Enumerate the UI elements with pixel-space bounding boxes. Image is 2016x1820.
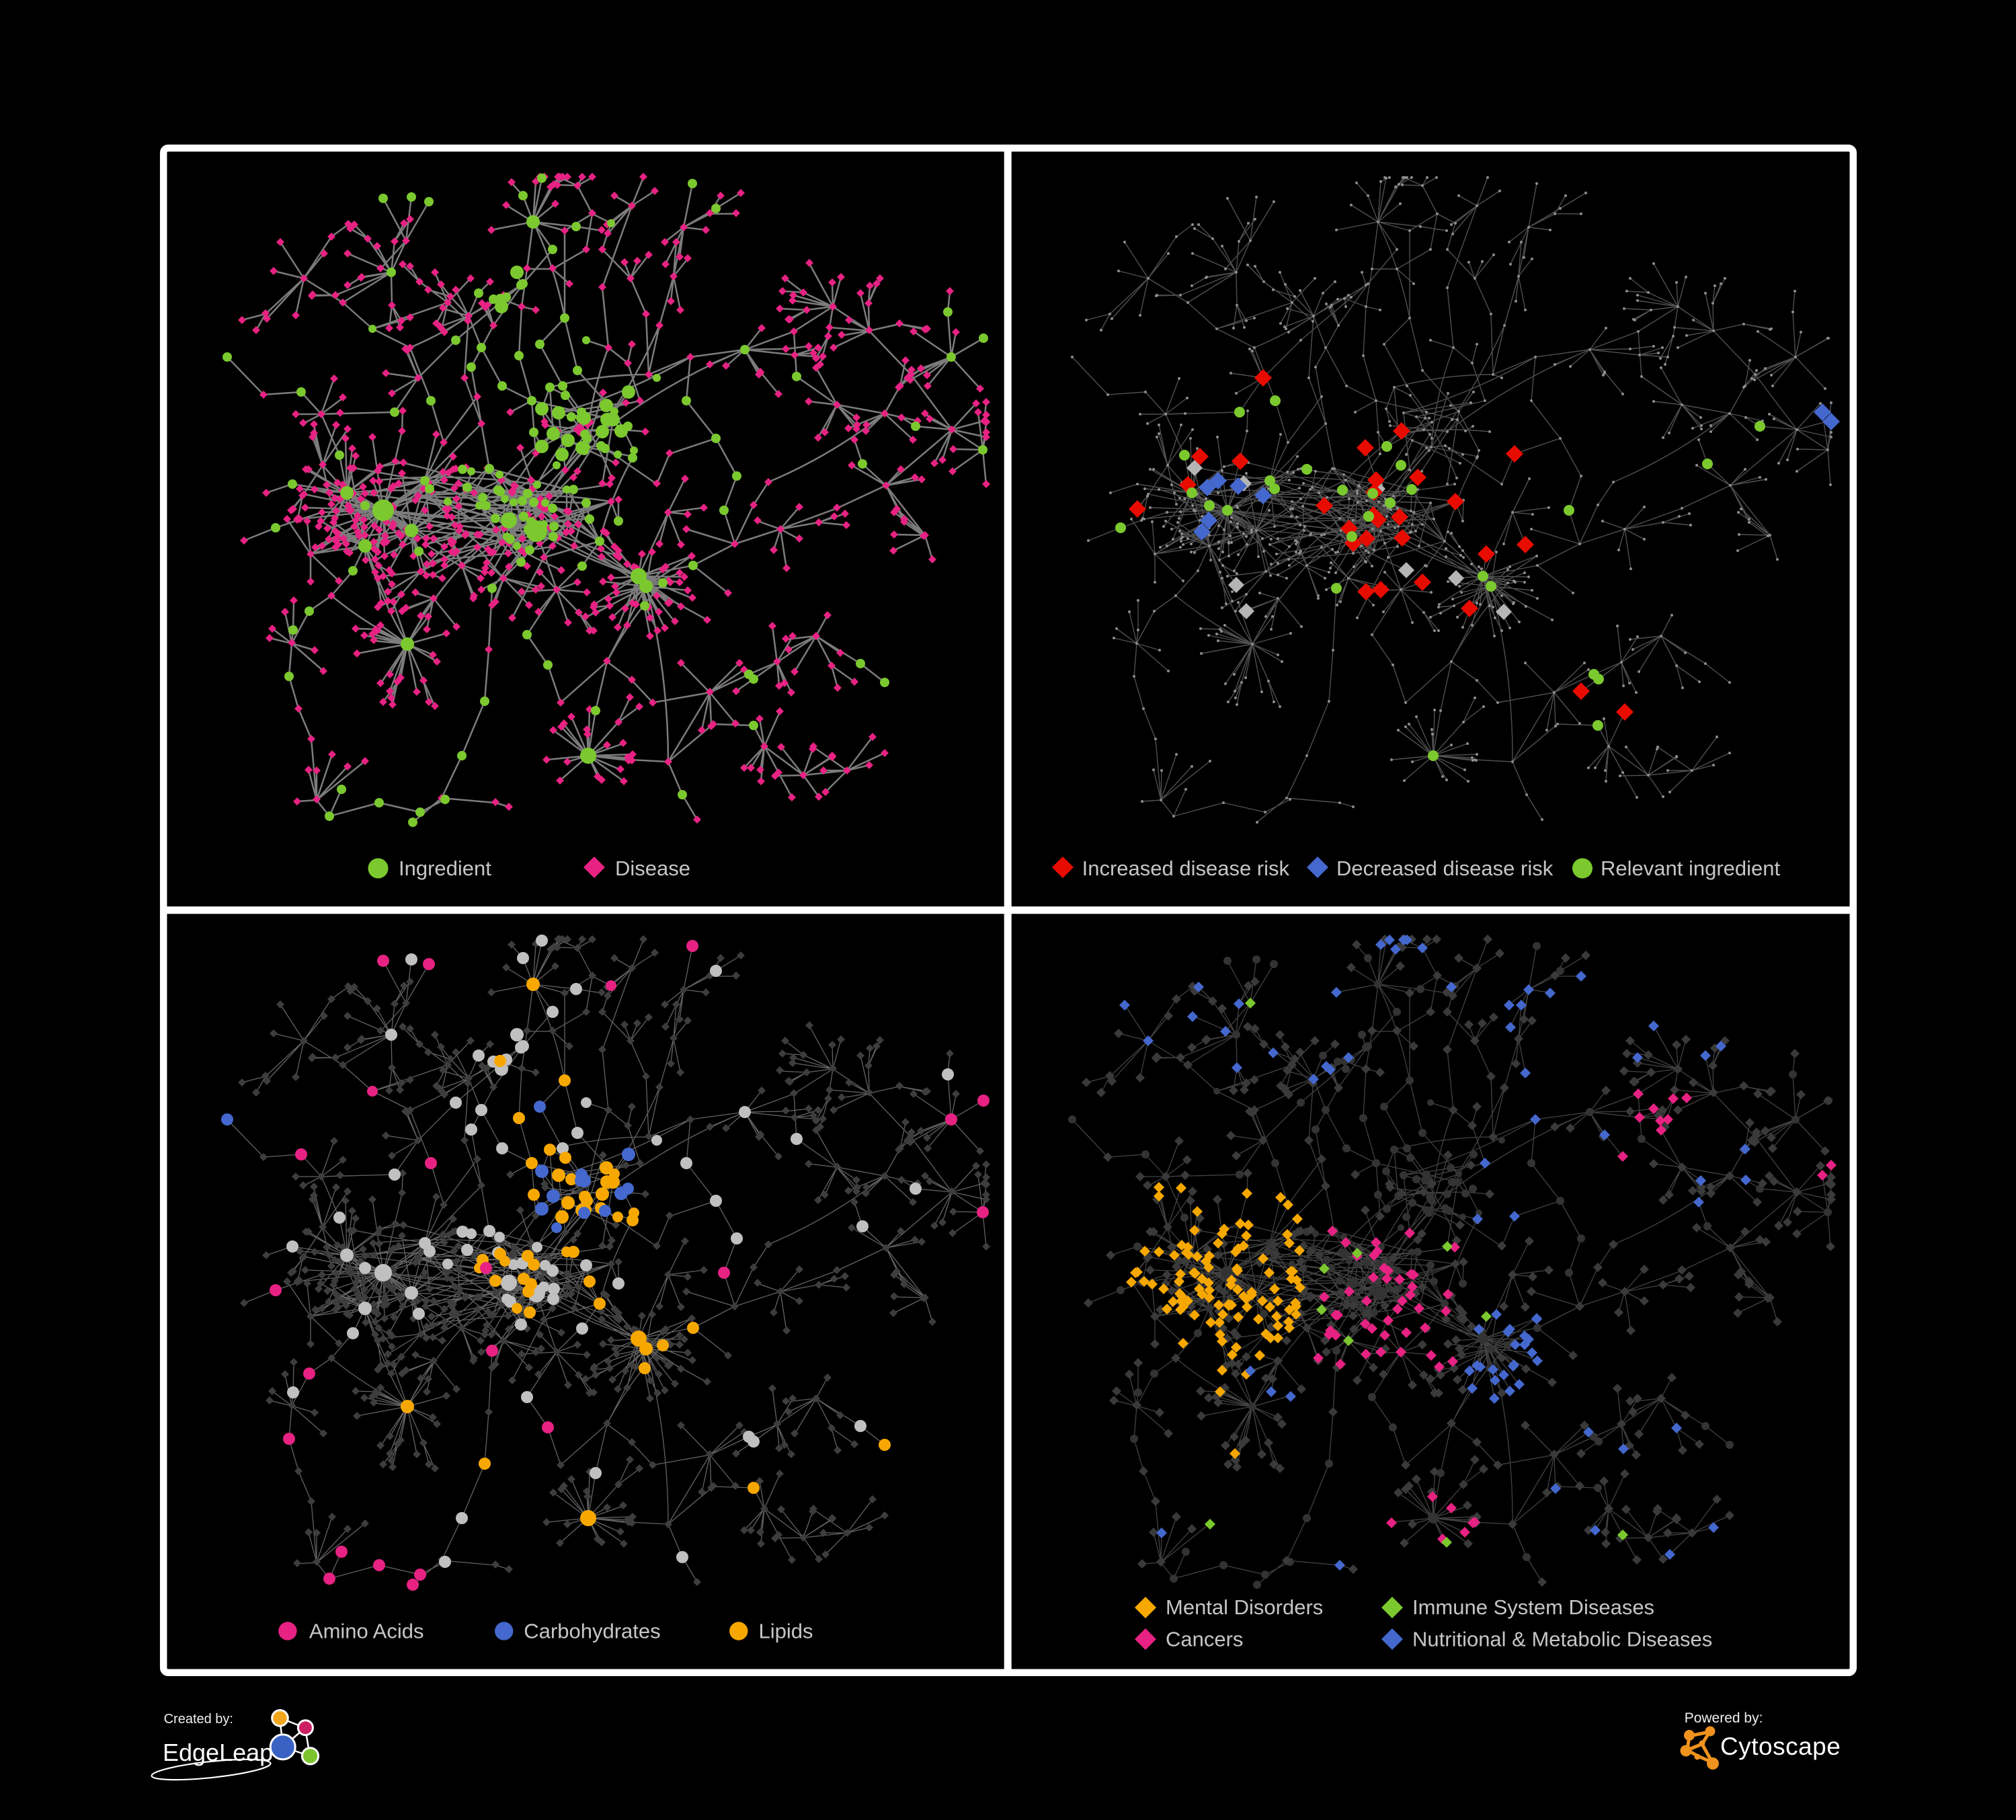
svg-text:Mental Disorders: Mental Disorders (1166, 1595, 1323, 1619)
svg-text:Amino Acids: Amino Acids (309, 1620, 424, 1643)
svg-text:Nutritional & Metabolic Diseas: Nutritional & Metabolic Diseases (1412, 1628, 1712, 1651)
svg-text:Carbohydrates: Carbohydrates (524, 1620, 660, 1643)
svg-text:Cytoscape: Cytoscape (1720, 1733, 1841, 1760)
svg-text:Immune System Diseases: Immune System Diseases (1412, 1595, 1654, 1619)
svg-text:Disease: Disease (615, 857, 690, 880)
svg-text:Created by:: Created by: (164, 1712, 233, 1727)
svg-text:EdgeLeap: EdgeLeap (163, 1739, 273, 1766)
svg-text:Powered by:: Powered by: (1685, 1710, 1763, 1726)
svg-text:Decreased disease risk: Decreased disease risk (1336, 857, 1554, 880)
svg-text:Ingredient: Ingredient (399, 857, 491, 880)
svg-text:Cancers: Cancers (1166, 1628, 1243, 1651)
svg-text:Lipids: Lipids (759, 1620, 813, 1643)
svg-text:Increased disease risk: Increased disease risk (1082, 857, 1290, 880)
svg-text:Relevant ingredient: Relevant ingredient (1601, 857, 1781, 880)
